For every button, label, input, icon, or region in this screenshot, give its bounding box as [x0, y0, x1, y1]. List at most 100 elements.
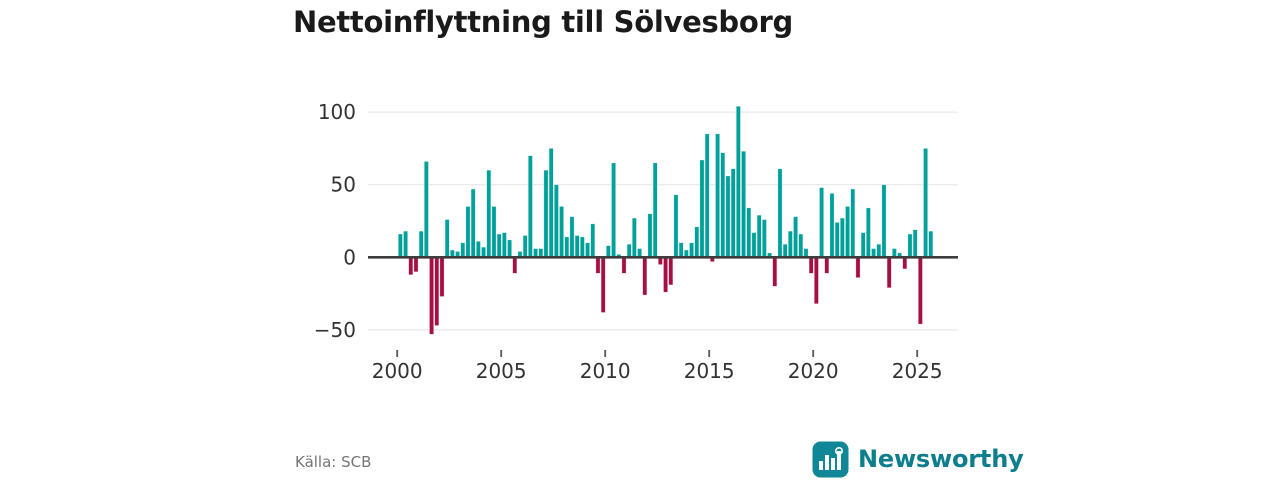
- bar-2010-q2: [611, 162, 616, 258]
- bar-2006-q1: [522, 235, 528, 258]
- bar-2000-q3: [408, 257, 414, 275]
- bar-2012-q1: [647, 213, 653, 258]
- bar-2016-q4: [746, 207, 752, 258]
- bar-chart-logo-icon: [812, 441, 849, 477]
- bar-2007-q4: [559, 206, 564, 258]
- bar-2008-q1: [564, 236, 570, 258]
- bar-2016-q2: [736, 106, 741, 258]
- bar-2013-q2: [673, 194, 679, 258]
- y-tick-label: 50: [331, 173, 356, 197]
- bar-2023-q3: [886, 257, 892, 289]
- bar-2020-q2: [819, 187, 824, 258]
- bar-2023-q2: [881, 184, 887, 258]
- brand-wordmark: Newsworthy: [858, 445, 1024, 473]
- bar-2018-q3: [782, 243, 788, 258]
- bar-2021-q1: [834, 222, 840, 258]
- bar-2022-q4: [871, 248, 876, 258]
- bar-2008-q4: [580, 236, 585, 258]
- x-tick-label: 2025: [892, 359, 943, 383]
- bar-2014-q1: [689, 242, 694, 258]
- bar-2005-q1: [502, 232, 507, 258]
- bar-2001-q1: [418, 230, 424, 258]
- bar-2004-q1: [481, 246, 486, 258]
- bar-2020-q1: [814, 257, 819, 305]
- bar-2004-q4: [496, 233, 502, 258]
- bar-2018-q2: [777, 168, 783, 258]
- bar-2000-q2: [403, 230, 408, 258]
- bar-2003-q4: [476, 241, 481, 258]
- bar-2012-q2: [652, 162, 658, 258]
- bar-2014-q3: [699, 159, 705, 258]
- x-tick-label: 2005: [476, 359, 527, 383]
- bar-2021-q2: [840, 217, 845, 258]
- y-tick-label: −50: [314, 318, 356, 342]
- bar-2010-q1: [606, 245, 611, 258]
- bar-2019-q2: [798, 233, 804, 258]
- bar-2019-q1: [793, 216, 798, 258]
- bar-2009-q4: [600, 257, 606, 313]
- bar-2009-q1: [585, 242, 590, 258]
- bar-2003-q2: [465, 206, 471, 258]
- bar-2009-q3: [595, 257, 601, 274]
- bar-2005-q3: [512, 257, 518, 274]
- bar-2003-q3: [470, 188, 476, 258]
- bar-2011-q3: [637, 248, 642, 258]
- bar-2025-q1: [918, 257, 923, 325]
- bar-2003-q1: [460, 242, 466, 258]
- bar-2017-q2: [756, 214, 762, 258]
- bar-2015-q2: [715, 133, 720, 258]
- bar-2011-q4: [642, 257, 648, 296]
- bar-2005-q2: [507, 239, 512, 258]
- bar-2015-q4: [725, 175, 731, 258]
- bar-2019-q4: [808, 257, 814, 274]
- bar-2013-q1: [668, 257, 674, 286]
- bar-2014-q4: [704, 133, 710, 258]
- bar-2014-q2: [694, 226, 700, 258]
- bar-2004-q3: [491, 206, 497, 258]
- bar-2017-q1: [751, 232, 757, 258]
- bar-2018-q1: [772, 257, 778, 287]
- y-tick-label: 100: [318, 100, 356, 124]
- bar-2000-q1: [398, 233, 403, 258]
- bar-2022-q2: [860, 232, 866, 258]
- bar-2008-q2: [569, 216, 575, 258]
- bar-2015-q3: [720, 152, 726, 258]
- bar-2011-q1: [626, 243, 632, 258]
- bar-2009-q2: [590, 223, 596, 258]
- x-tick-label: 2000: [372, 359, 423, 383]
- bar-2013-q3: [678, 242, 684, 258]
- bar-2007-q2: [548, 148, 554, 258]
- bar-2023-q4: [892, 248, 897, 258]
- bar-2012-q4: [663, 257, 668, 293]
- bar-2006-q2: [528, 155, 533, 258]
- bar-2002-q1: [439, 257, 445, 297]
- bar-2024-q3: [907, 233, 913, 258]
- bar-2016-q3: [741, 151, 746, 258]
- bar-2002-q2: [444, 219, 450, 258]
- bar-2004-q2: [486, 169, 492, 258]
- bar-2024-q4: [912, 229, 918, 258]
- bar-2025-q3: [928, 230, 934, 258]
- chart-title: Nettoinflyttning till Sölvesborg: [293, 5, 793, 39]
- bar-2020-q3: [824, 257, 830, 274]
- x-tick-label: 2015: [684, 359, 735, 383]
- bar-2021-q4: [850, 188, 856, 258]
- bar-2011-q2: [632, 217, 637, 258]
- source-note: Källa: SCB: [295, 453, 372, 471]
- bar-2006-q4: [538, 248, 544, 258]
- bar-2006-q3: [533, 248, 538, 258]
- bar-2017-q3: [762, 219, 767, 258]
- bar-2001-q4: [434, 257, 440, 326]
- bar-2019-q3: [803, 248, 809, 258]
- bar-2016-q1: [730, 168, 736, 258]
- bar-2018-q4: [788, 230, 793, 258]
- bar-2024-q2: [902, 257, 908, 270]
- bar-2023-q1: [876, 243, 882, 258]
- bar-2001-q3: [429, 257, 434, 335]
- bar-2010-q4: [621, 257, 627, 274]
- bar-2021-q3: [845, 206, 850, 258]
- bar-2008-q3: [574, 235, 580, 258]
- bar-2000-q4: [413, 257, 419, 273]
